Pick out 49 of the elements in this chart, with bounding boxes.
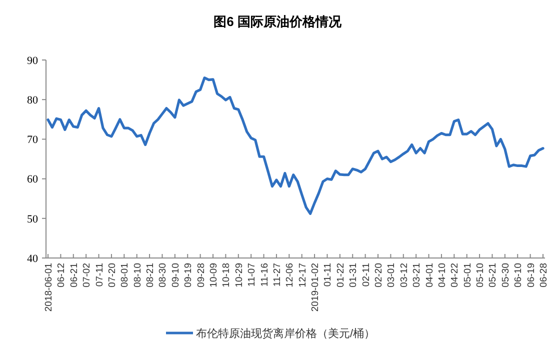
y-tick-label: 60 — [27, 174, 38, 186]
x-tick-label: 07-20 — [106, 263, 118, 288]
x-tick-label: 04-01 — [424, 263, 436, 288]
x-tick-label: 2019-01-02 — [310, 263, 322, 312]
x-tick-label: 02-20 — [374, 263, 384, 288]
line-series — [46, 76, 544, 215]
y-tick-label: 70 — [27, 134, 38, 146]
x-tick-label: 12-17 — [297, 263, 308, 288]
y-tick-label: 90 — [27, 54, 38, 67]
x-tick-label: 09-28 — [196, 263, 207, 288]
chart-title: 图6 国际原油价格情况 — [214, 14, 342, 29]
x-tick-label: 08-30 — [158, 263, 169, 288]
y-tick-label: 50 — [27, 213, 38, 226]
x-tick-label: 11-07 — [246, 263, 258, 287]
x-tick-label: 10-18 — [221, 263, 232, 288]
x-tick-label: 08-10 — [132, 263, 144, 288]
x-tick-label: 05-01 — [462, 263, 474, 288]
x-tick-label: 08-01 — [120, 263, 131, 288]
x-tick-label: 04-10 — [436, 263, 448, 288]
x-tick-label: 11-27 — [272, 263, 283, 287]
x-tick-label: 03-21 — [412, 263, 423, 288]
x-tick-label: 06-21 — [68, 263, 80, 288]
x-tick-label: 05-21 — [488, 263, 499, 288]
x-tick-label: 11-16 — [259, 263, 270, 287]
x-tick-label: 01-31 — [348, 263, 360, 288]
x-tick-label: 2018-06-01 — [44, 263, 54, 312]
x-tick-label: 09-19 — [183, 263, 194, 288]
x-tick-label: 06-28 — [538, 263, 550, 288]
x-tick-label: 04-22 — [450, 263, 461, 288]
x-tick-label: 01-11 — [322, 263, 334, 287]
x-tick-label: 06-10 — [513, 263, 524, 288]
x-tick-label: 05-10 — [475, 263, 486, 288]
x-tick-label: 08-21 — [145, 263, 156, 288]
x-tick-label: 05-30 — [500, 263, 512, 288]
x-tick-label: 02-11 — [360, 263, 372, 287]
y-tick-label: 80 — [27, 94, 38, 106]
x-tick-label: 10-09 — [208, 263, 220, 288]
x-tick-label: 06-19 — [526, 263, 537, 288]
x-tick-label: 12-06 — [284, 263, 296, 288]
x-tick-label: 03-01 — [386, 263, 398, 288]
x-tick-label: 03-12 — [398, 263, 410, 288]
legend-label: 布伦特原油现货离岸价格（美元/桶） — [196, 326, 376, 340]
x-tick-label: 07-11 — [94, 263, 106, 287]
x-tick-label: 07-02 — [82, 263, 93, 288]
x-tick-label: 10-29 — [234, 263, 245, 288]
x-tick-label: 01-22 — [335, 263, 346, 288]
y-tick-label: 40 — [27, 252, 38, 265]
x-tick-label: 06-12 — [56, 263, 68, 288]
x-tick-label: 09-10 — [170, 263, 182, 288]
